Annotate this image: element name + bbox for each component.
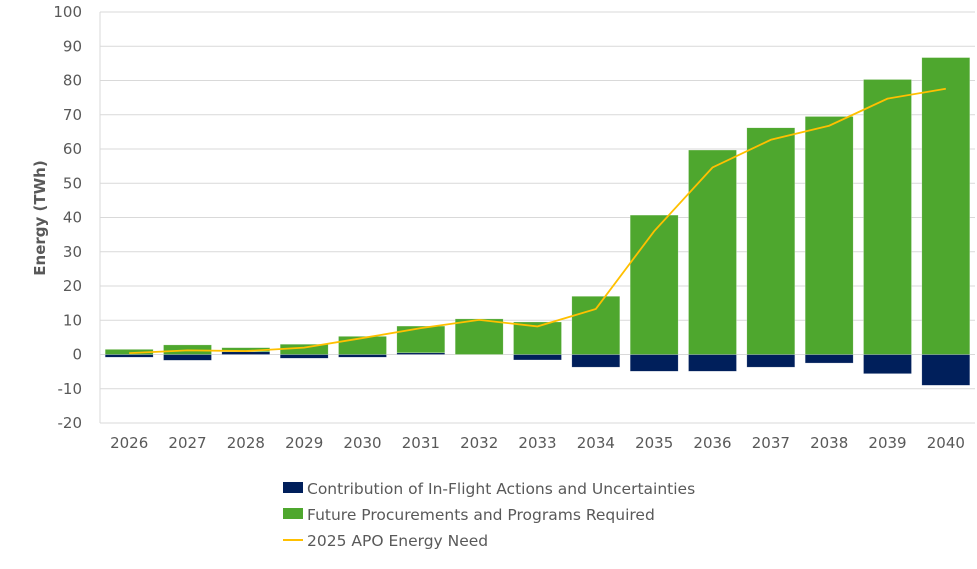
x-tick-label: 2033	[518, 434, 556, 452]
bar-future-procurements-2040	[921, 57, 971, 355]
x-tick-label: 2031	[402, 434, 440, 452]
x-tick-label: 2035	[635, 434, 673, 452]
y-tick-label: 80	[63, 72, 82, 90]
x-tick-label: 2034	[577, 434, 615, 452]
bar-in-flight-2034	[571, 354, 621, 368]
y-tick-label: 60	[63, 140, 82, 158]
bar-in-flight-2027	[163, 354, 212, 361]
bar-in-flight-2030	[338, 354, 387, 358]
bar-future-procurements-2035	[629, 214, 679, 355]
y-tick-label: 20	[63, 277, 82, 295]
bars	[104, 57, 971, 386]
y-tick-labels: -20 -10 0 10 20 30 40 50 60 70 80 90 100	[53, 3, 82, 432]
legend-label: Contribution of In-Flight Actions and Un…	[307, 480, 695, 498]
line-series	[129, 87, 946, 355]
legend-label: 2025 APO Energy Need	[307, 532, 488, 550]
y-tick-label: 40	[63, 209, 82, 227]
y-tick-label: 30	[63, 243, 82, 261]
x-tick-labels: 2026 2027 2028 2029 2030 2031 2032 2033 2034 2035…	[110, 434, 965, 452]
legend-swatch	[283, 508, 303, 519]
y-tick-label: 70	[63, 106, 82, 124]
bar-in-flight-2040	[921, 354, 971, 386]
y-tick-label: -10	[58, 380, 83, 398]
bar-future-procurements-2038	[804, 116, 854, 355]
x-tick-label: 2040	[927, 434, 965, 452]
legend: Contribution of In-Flight Actions and Un…	[283, 480, 695, 550]
gridlines	[99, 11, 975, 424]
bar-future-procurements-2039	[863, 79, 912, 355]
x-tick-label: 2038	[810, 434, 848, 452]
x-tick-label: 2027	[168, 434, 206, 452]
legend-label: Future Procurements and Programs Require…	[307, 506, 655, 524]
x-tick-label: 2037	[752, 434, 790, 452]
bar-in-flight-2031	[396, 352, 446, 355]
y-axis-label: Energy (TWh)	[31, 160, 49, 275]
bar-in-flight-2026	[104, 354, 154, 358]
bar-in-flight-2035	[629, 354, 679, 372]
bar-in-flight-2029	[279, 354, 329, 359]
x-tick-label: 2036	[693, 434, 731, 452]
bar-in-flight-2037	[746, 354, 796, 368]
y-tick-label: 10	[63, 311, 82, 329]
bar-future-procurements-2037	[746, 127, 796, 355]
y-tick-label: 90	[63, 37, 82, 55]
y-tick-label: 50	[63, 174, 82, 192]
bar-future-procurements-2033	[513, 321, 562, 355]
bar-in-flight-2039	[863, 354, 912, 374]
line-2025-apo-energy-need	[129, 87, 946, 355]
legend-swatch	[283, 482, 303, 493]
x-tick-label: 2032	[460, 434, 498, 452]
x-tick-label: 2030	[343, 434, 381, 452]
bar-in-flight-2033	[513, 354, 562, 361]
bar-in-flight-2038	[804, 354, 854, 364]
y-tick-label: 0	[72, 346, 82, 364]
x-tick-label: 2028	[227, 434, 265, 452]
y-tick-label: -20	[58, 414, 83, 432]
bar-future-procurements-2032	[454, 318, 504, 355]
x-tick-label: 2039	[868, 434, 906, 452]
bar-in-flight-2028	[221, 351, 271, 355]
bar-in-flight-2036	[688, 354, 737, 372]
x-tick-label: 2026	[110, 434, 148, 452]
bar-future-procurements-2034	[571, 296, 621, 355]
y-tick-label: 100	[53, 3, 82, 21]
bar-future-procurements-2030	[338, 336, 387, 355]
x-tick-label: 2029	[285, 434, 323, 452]
bar-future-procurements-2036	[688, 149, 737, 355]
